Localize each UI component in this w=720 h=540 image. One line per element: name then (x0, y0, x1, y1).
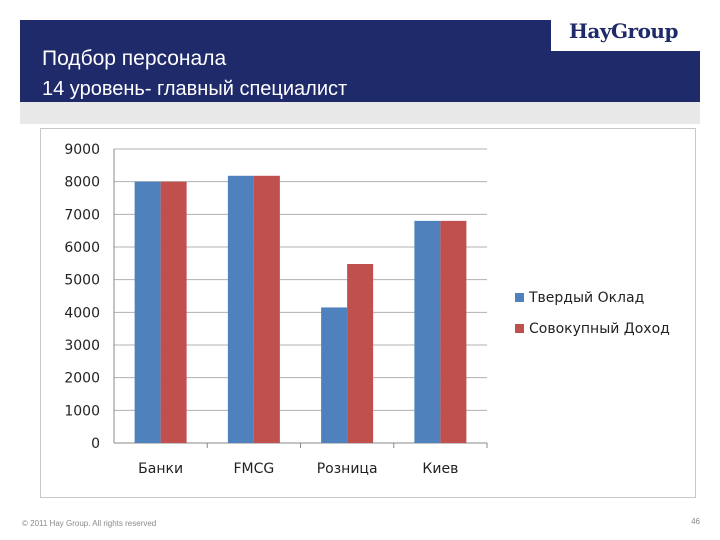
logo-box (551, 18, 700, 51)
y-tick-label: 2000 (64, 371, 100, 387)
bar (134, 181, 161, 443)
page-number: 46 (691, 517, 700, 526)
legend-swatch (515, 293, 524, 302)
y-tick-label: 7000 (64, 207, 100, 223)
bar (253, 175, 280, 443)
haygroup-logo: HayGroup (569, 19, 678, 43)
x-tick-label: Розница (317, 461, 378, 477)
x-tick-label: Банки (138, 461, 183, 477)
y-tick-label: 1000 (64, 403, 100, 419)
legend-label: Твердый Оклад (528, 290, 644, 306)
slide-title: Подбор персонала (42, 47, 227, 70)
y-tick-label: 6000 (64, 240, 100, 256)
y-tick-label: 4000 (64, 305, 100, 321)
header-strip (20, 102, 700, 124)
bar (160, 181, 187, 443)
bar (440, 220, 467, 443)
slide-subtitle: 14 уровень- главный специалист (42, 78, 348, 100)
legend-label: Совокупный Доход (529, 321, 670, 337)
x-tick-label: Киев (422, 461, 458, 477)
y-tick-label: 3000 (64, 338, 100, 354)
bar (347, 263, 374, 443)
bar-chart: 0 1000 2000 3000 4000 5000 6000 7000 8000 9000 Бан… (64, 142, 670, 477)
x-tick-label: FMCG (233, 461, 274, 477)
bar (414, 220, 441, 443)
legend-swatch (515, 324, 524, 333)
y-tick-label: 8000 (64, 175, 100, 191)
y-tick-label: 9000 (64, 142, 100, 158)
y-tick-label: 5000 (64, 273, 100, 289)
bar (321, 307, 348, 443)
chart-frame: 0 1000 2000 3000 4000 5000 6000 7000 8000 9000 Бан… (40, 128, 696, 498)
bar (227, 175, 254, 443)
footer-copyright: © 2011 Hay Group. All rights reserved (22, 519, 157, 528)
y-tick-label: 0 (91, 436, 100, 452)
